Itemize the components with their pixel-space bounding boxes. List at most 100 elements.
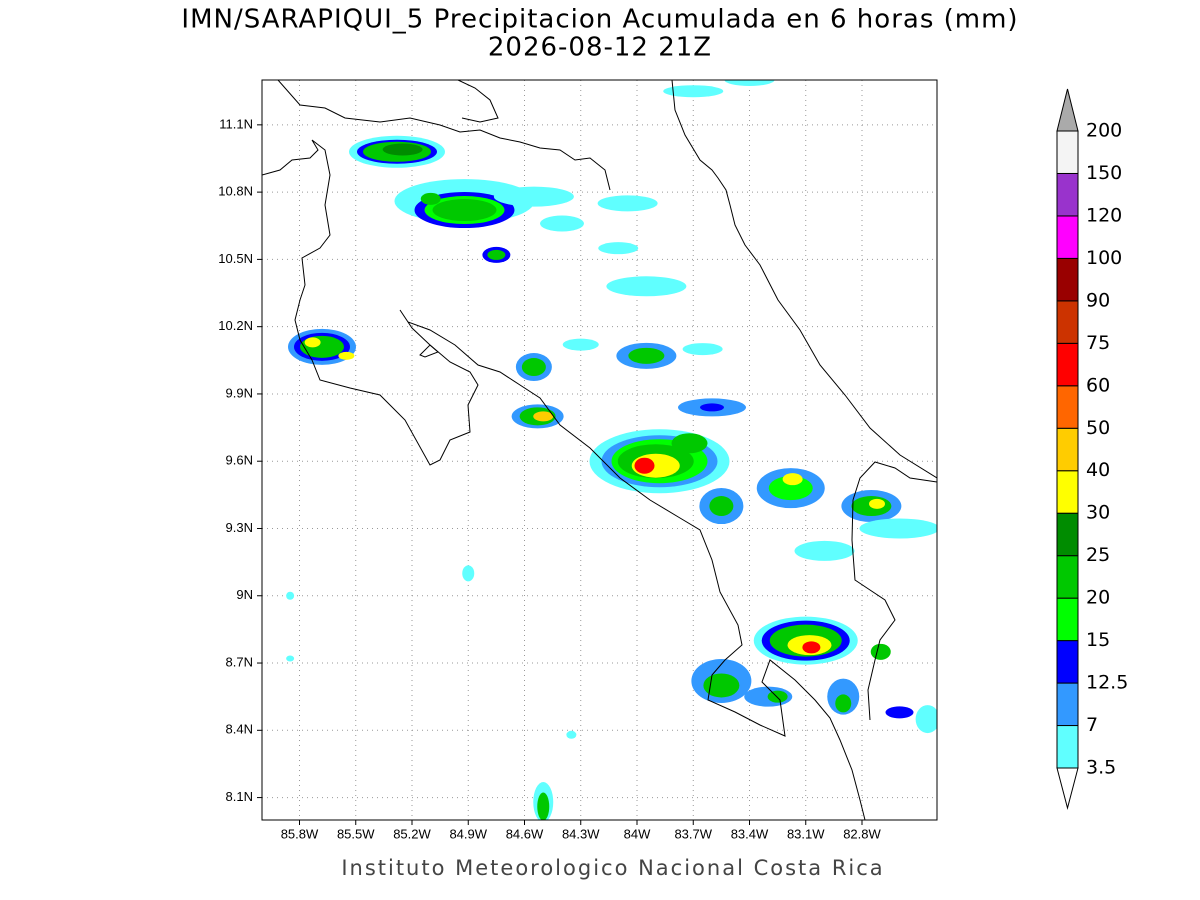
coastline [262,139,866,820]
colorbar-box [1056,300,1079,344]
colorbar-label: 150 [1086,162,1122,184]
colorbar-box [1056,512,1079,557]
x-tick-label: 84.3W [562,826,600,841]
colorbar-under [1056,767,1079,810]
colorbar-label: 40 [1086,459,1110,481]
colorbar-box [1056,597,1079,642]
rain-cell [663,85,724,98]
x-tick-label: 83.7W [674,826,712,841]
x-tick-label: 85.5W [337,826,375,841]
x-tick-label: 85.8W [281,826,319,841]
y-tick-label: 11.1N [219,116,253,131]
rain-cell [682,343,723,356]
y-tick-label: 9.9N [226,385,253,400]
rain-cell [566,730,577,739]
coastline [852,461,937,501]
colorbar-label: 120 [1086,204,1122,226]
y-tick-label: 9.6N [226,453,253,468]
rain-cell [533,411,554,422]
colorbar-label: 90 [1086,289,1110,311]
colorbar-label: 12.5 [1086,672,1128,694]
colorbar-label: 75 [1086,332,1110,354]
colorbar-box [1056,682,1079,727]
axes: 85.8W 85.5W 85.2W 84.9W 84.6W 84.3W 84W 83.7W 83… [218,116,881,841]
y-tick-label: 8.4N [226,722,253,737]
colorbar-box [1056,725,1079,769]
coastline [457,80,499,123]
colorbar-label: 100 [1086,247,1122,269]
rain-cell [700,403,724,412]
y-tick-label: 10.5N [218,251,253,266]
rain-cell [597,195,658,212]
colorbar-label: 25 [1086,544,1110,566]
colorbar-label: 200 [1086,120,1122,142]
x-tick-label: 84.6W [506,826,544,841]
rain-cell [286,591,295,600]
rain-cell [562,338,599,351]
rain-cell [767,690,788,703]
coastline [419,344,439,358]
footer: Instituto Meteorologico Nacional Costa R… [341,856,884,880]
colorbar-box [1056,470,1079,514]
colorbar-label: 20 [1086,587,1110,609]
colorbar-box [1056,342,1079,387]
colorbar-label: 3.5 [1086,757,1116,779]
colorbar-box [1056,555,1079,599]
y-tick-label: 8.1N [226,789,253,804]
colorbar-label: 15 [1086,629,1110,651]
rain-cell [487,249,506,260]
rain-cell [724,80,775,86]
rain-cell [671,433,708,454]
rain-cell [794,540,855,561]
y-tick-label: 10.2N [218,318,253,333]
colorbar-over [1056,88,1079,132]
rain-cell [462,565,475,582]
colorbar-box [1056,385,1079,429]
rain-cell [628,347,665,364]
subtitle: 2026-08-12 21Z [488,33,712,63]
rain-cell [802,641,821,654]
precipitation [286,80,937,820]
rain-cell [835,694,852,713]
coastline [277,80,611,191]
colorbar-box [1056,130,1079,174]
rain-cell [432,199,497,222]
rain-cell [521,358,546,377]
plot-frame [261,79,938,821]
y-tick-label: 9N [236,587,253,602]
rain-cell [870,643,891,660]
rain-cell [634,457,655,474]
colorbar-box [1056,640,1079,684]
rain-cell [768,476,813,501]
rain-cell [304,337,321,348]
coastline [851,499,896,721]
colorbar: 3.5 7 12.5 15 20 25 30 40 50 60 75 90 100 120 150 200 [1056,88,1128,810]
x-tick-label: 84.9W [449,826,487,841]
rain-cell [537,792,550,820]
colorbar-box [1056,257,1079,302]
rain-cell [709,496,734,517]
rain-cell [859,518,937,539]
rain-cell [382,143,423,156]
x-tick-label: 85.2W [393,826,431,841]
title: IMN/SARAPIQUI_5 Precipitacion Acumulada … [181,5,1018,35]
colorbar-label: 30 [1086,502,1110,524]
x-tick-label: 84W [624,826,651,841]
colorbar-label: 7 [1086,714,1098,736]
rain-cell [420,192,441,205]
y-tick-label: 9.3N [226,520,253,535]
rain-cell [703,673,740,698]
rain-cell [869,498,885,509]
y-tick-label: 8.7N [226,654,253,669]
colorbar-label: 50 [1086,417,1110,439]
x-tick-label: 83.4W [731,826,769,841]
rain-cell [286,655,295,662]
rain-cell [540,215,584,232]
rain-cell [606,276,687,297]
colorbar-box [1056,427,1079,472]
y-tick-label: 10.8N [218,184,253,199]
colorbar-box [1056,172,1079,217]
x-tick-label: 82.8W [843,826,881,841]
